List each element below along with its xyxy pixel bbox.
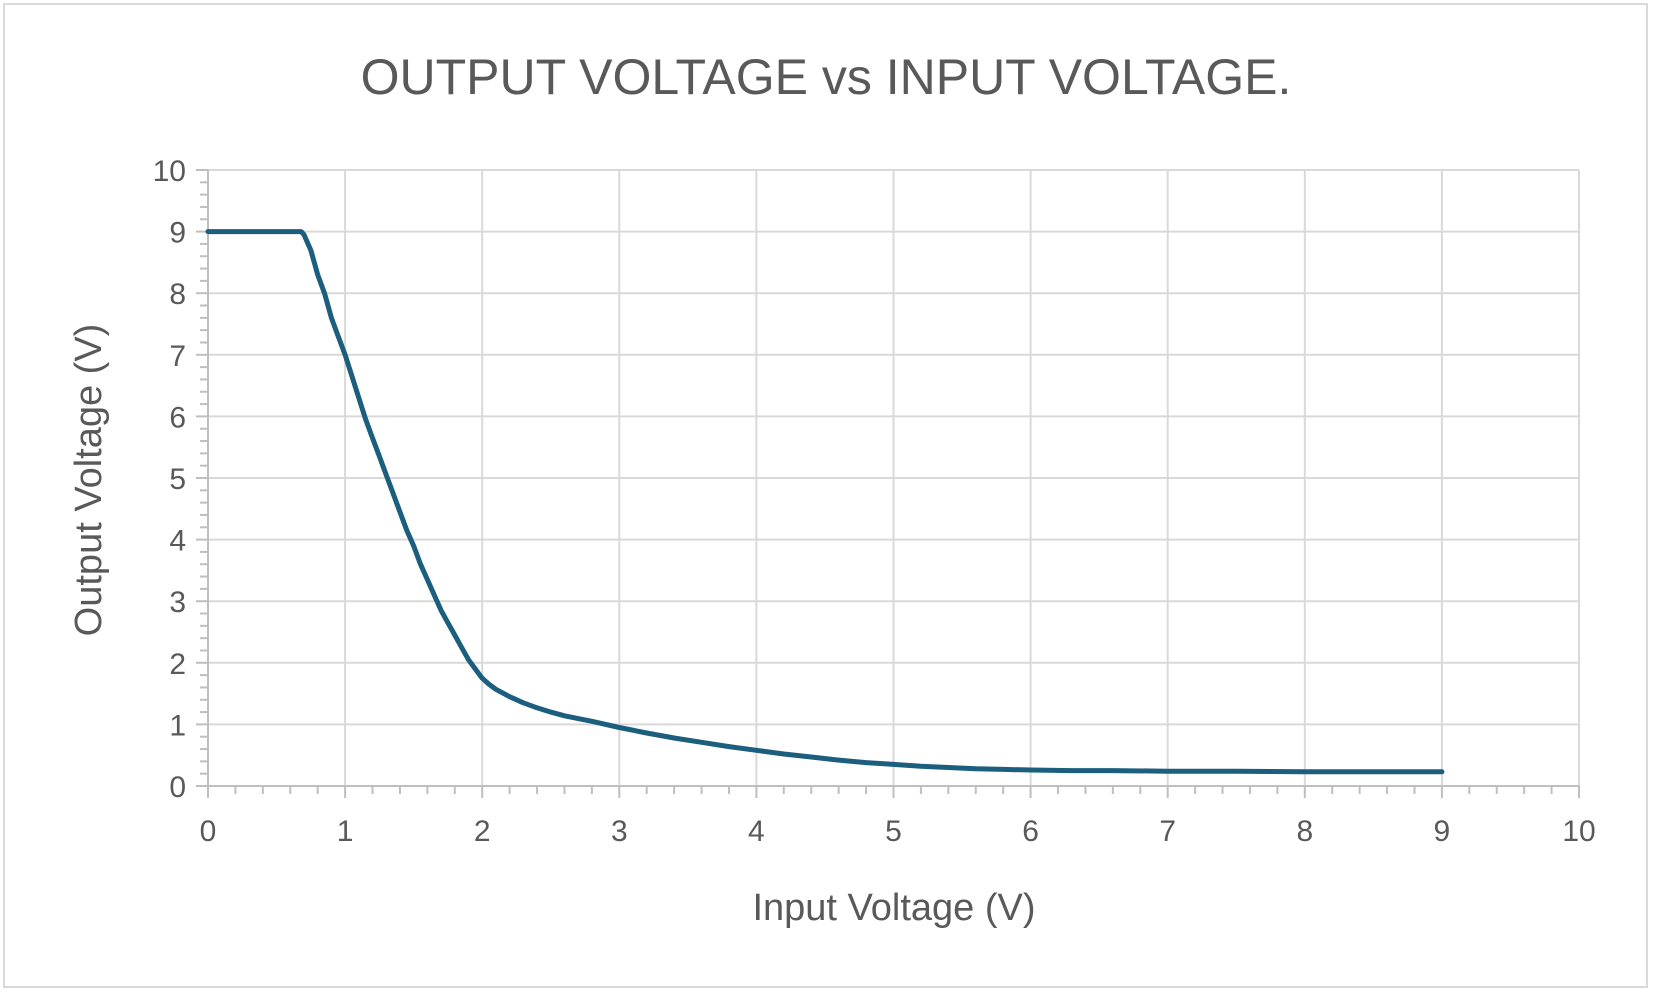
minor-tick-marks [196, 169, 1580, 798]
series-line [205, 229, 1445, 775]
x-tick-label: 7 [1159, 815, 1176, 848]
y-axis-label: Output Voltage (V) [68, 324, 110, 637]
x-tick-label: 4 [748, 815, 765, 848]
x-tick-label: 6 [1022, 815, 1039, 848]
axes [207, 170, 1579, 787]
x-tick-label: 3 [611, 815, 628, 848]
series-layer [205, 229, 1445, 775]
y-tick-label: 4 [169, 525, 186, 558]
x-tick-labels: 0 1 2 3 4 5 6 7 8 9 10 [200, 815, 1596, 848]
y-tick-label: 5 [169, 463, 186, 496]
x-tick-label: 10 [1562, 815, 1595, 848]
y-tick-label: 7 [169, 340, 186, 373]
y-tick-label: 8 [169, 278, 186, 311]
x-tick-label: 0 [200, 815, 217, 848]
y-tick-label: 0 [169, 771, 186, 804]
y-tick-label: 6 [169, 401, 186, 434]
x-tick-label: 5 [885, 815, 902, 848]
gridlines [207, 169, 1580, 787]
y-tick-label: 2 [169, 648, 186, 681]
y-tick-label: 10 [153, 155, 186, 188]
chart-frame [3, 3, 1648, 988]
x-tick-label: 2 [474, 815, 491, 848]
y-tick-label: 1 [169, 709, 186, 742]
y-tick-labels: 0 1 2 3 4 5 6 7 8 9 10 [153, 155, 186, 804]
x-tick-label: 9 [1434, 815, 1451, 848]
y-tick-label: 3 [169, 586, 186, 619]
chart-title: OUTPUT VOLTAGE vs INPUT VOLTAGE. [361, 49, 1292, 105]
y-tick-label: 9 [169, 217, 186, 250]
x-tick-label: 1 [337, 815, 354, 848]
x-tick-label: 8 [1296, 815, 1313, 848]
x-axis-label: Input Voltage (V) [752, 887, 1035, 929]
